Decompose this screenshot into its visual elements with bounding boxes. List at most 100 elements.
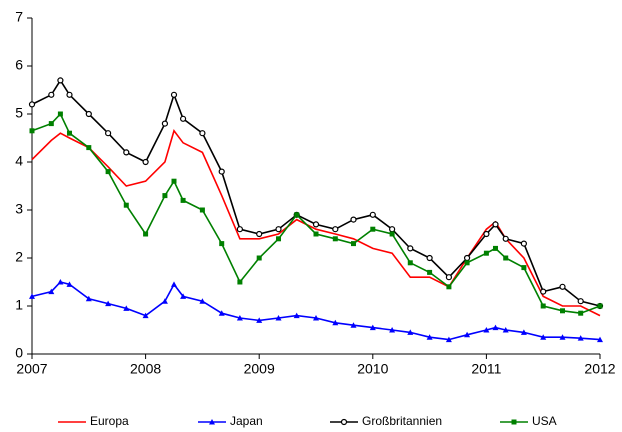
legend-label: Großbritannien	[362, 414, 442, 428]
marker	[86, 145, 92, 151]
marker	[407, 260, 413, 266]
marker	[142, 312, 149, 319]
marker	[340, 418, 348, 426]
marker	[199, 130, 206, 137]
y-tick-label: 1	[15, 297, 23, 313]
y-tick-label: 5	[15, 105, 23, 121]
marker	[520, 329, 527, 335]
marker	[559, 334, 566, 340]
series-line	[31, 78, 601, 307]
marker	[511, 419, 517, 425]
marker	[29, 128, 35, 134]
y-tick-label: 2	[15, 249, 23, 265]
marker	[312, 221, 320, 228]
marker	[540, 334, 547, 340]
marker	[29, 293, 35, 299]
marker	[256, 255, 262, 261]
marker	[105, 130, 112, 137]
x-tick-label: 2008	[130, 361, 161, 377]
marker	[199, 207, 205, 213]
marker	[559, 283, 566, 290]
marker	[520, 240, 527, 247]
marker	[521, 265, 527, 271]
marker	[483, 250, 489, 256]
marker	[369, 324, 376, 331]
legend-label: USA	[532, 414, 557, 428]
marker	[369, 211, 376, 218]
marker	[445, 274, 453, 281]
marker	[464, 260, 470, 266]
marker	[483, 327, 490, 333]
marker	[218, 310, 225, 316]
marker	[407, 245, 414, 252]
marker	[446, 284, 452, 290]
marker	[313, 315, 319, 321]
marker	[48, 121, 54, 127]
y-tick-label: 3	[15, 201, 23, 217]
marker	[105, 169, 111, 175]
marker	[57, 111, 63, 117]
marker	[256, 230, 263, 238]
marker	[170, 91, 178, 98]
marker	[66, 91, 73, 98]
marker	[577, 335, 584, 341]
marker	[180, 293, 187, 299]
marker	[389, 327, 396, 333]
marker	[209, 419, 215, 425]
marker	[426, 334, 433, 340]
marker	[540, 303, 546, 309]
marker	[492, 245, 498, 251]
marker	[313, 231, 319, 237]
marker	[66, 281, 73, 287]
marker	[276, 236, 282, 242]
marker	[426, 254, 433, 262]
marker	[105, 300, 112, 307]
legend-label: Japan	[230, 414, 263, 428]
y-tick-label: 7	[15, 9, 23, 25]
x-tick-label: 2010	[357, 361, 388, 377]
marker	[332, 319, 339, 326]
series-line	[31, 112, 601, 315]
marker	[502, 327, 509, 333]
marker	[123, 149, 130, 156]
marker	[28, 101, 36, 108]
marker	[560, 308, 566, 314]
marker	[294, 212, 300, 218]
x-tick-label: 2007	[16, 361, 47, 377]
marker	[350, 216, 357, 223]
marker	[483, 230, 490, 238]
marker	[350, 241, 356, 247]
marker	[370, 226, 376, 232]
marker	[275, 226, 282, 233]
marker	[463, 254, 471, 262]
marker	[597, 336, 603, 343]
marker	[171, 281, 177, 287]
marker	[577, 298, 584, 305]
marker	[389, 231, 395, 237]
marker	[57, 279, 64, 285]
marker	[332, 226, 339, 233]
marker	[161, 298, 168, 304]
marker	[123, 305, 130, 311]
y-tick-label: 4	[15, 153, 23, 169]
marker	[143, 231, 149, 237]
marker	[389, 226, 396, 233]
marker	[179, 115, 187, 122]
marker	[427, 269, 433, 275]
marker	[48, 288, 55, 295]
marker	[180, 197, 186, 203]
marker	[85, 110, 92, 118]
marker	[275, 315, 282, 321]
marker	[492, 221, 499, 228]
marker	[578, 310, 584, 316]
marker	[218, 168, 225, 175]
marker	[161, 120, 169, 127]
marker	[597, 303, 603, 309]
marker	[464, 331, 471, 338]
marker	[199, 298, 206, 304]
marker	[171, 178, 177, 184]
marker	[293, 312, 300, 319]
x-tick-label: 2011	[471, 361, 501, 377]
marker	[219, 241, 225, 247]
